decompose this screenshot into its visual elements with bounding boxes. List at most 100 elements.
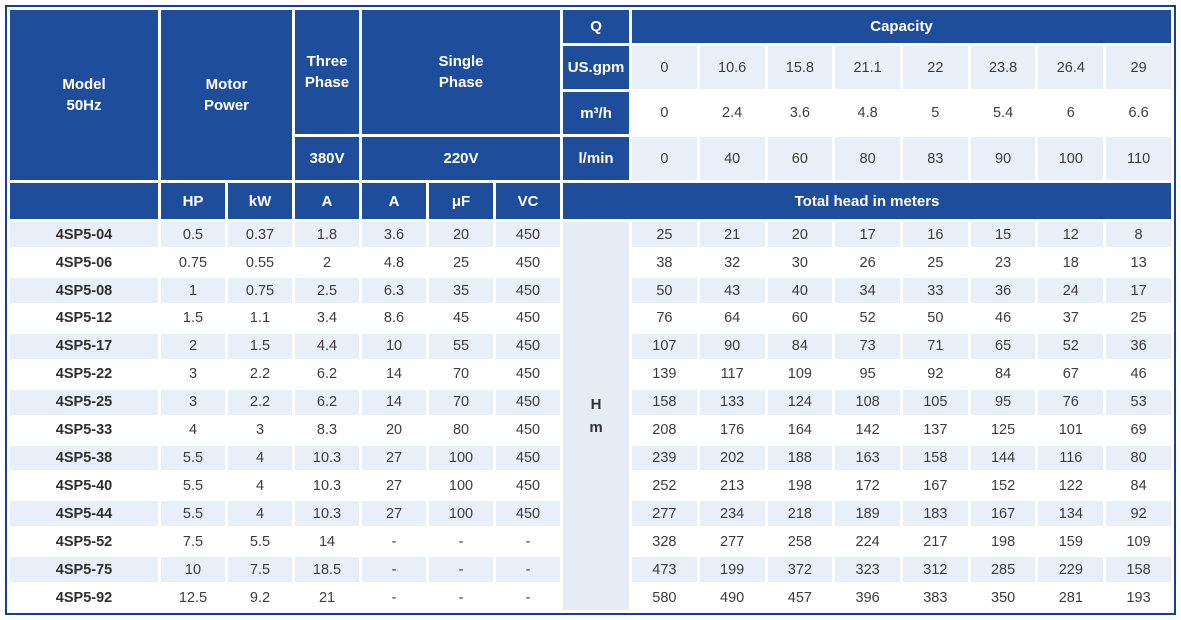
head-value-cell: 95 [835, 361, 900, 387]
head-value-cell: 52 [835, 306, 900, 331]
header-model: Model 50Hz [10, 10, 158, 180]
kw-cell: 0.75 [228, 278, 293, 304]
head-value-cell: 125 [970, 417, 1036, 443]
a-380v-cell: 10.3 [295, 473, 360, 499]
head-value-cell: 199 [699, 557, 765, 583]
kw-cell: 4 [228, 473, 293, 499]
kw-cell: 4 [228, 501, 293, 527]
a-220v-cell: 14 [362, 389, 427, 415]
vc-cell: 450 [496, 222, 561, 248]
head-value-cell: 198 [970, 529, 1036, 555]
a-380v-cell: 18.5 [295, 557, 360, 583]
header-col-a-380v: A [295, 182, 360, 220]
head-value-cell: 33 [902, 278, 968, 304]
head-value-cell: 139 [632, 361, 697, 387]
head-value-cell: 107 [632, 333, 697, 359]
head-value-cell: 158 [1106, 557, 1171, 583]
flow-value-cell: 4.8 [835, 91, 900, 135]
head-value-cell: 84 [1106, 473, 1171, 499]
vc-cell: 450 [496, 250, 561, 276]
hp-cell: 12.5 [161, 585, 225, 610]
head-value-cell: 30 [767, 250, 833, 276]
header-col-a-220v: A [362, 182, 427, 220]
head-value-cell: 490 [699, 585, 765, 610]
hp-cell: 3 [161, 389, 225, 415]
head-value-cell: 46 [1106, 361, 1171, 387]
uf-cell: 55 [429, 333, 494, 359]
head-value-cell: 69 [1106, 417, 1171, 443]
header-col-kw: kW [228, 182, 293, 220]
model-cell: 4SP5-40 [10, 473, 158, 499]
head-value-cell: 67 [1038, 361, 1104, 387]
kw-cell: 3 [228, 417, 293, 443]
kw-cell: 4 [228, 445, 293, 471]
head-value-cell: 32 [699, 250, 765, 276]
head-value-cell: 84 [970, 361, 1036, 387]
model-cell: 4SP5-33 [10, 417, 158, 443]
head-value-cell: 73 [835, 333, 900, 359]
hp-cell: 5.5 [161, 501, 225, 527]
header-three-phase-line1: Three [306, 53, 348, 71]
a-220v-cell: 27 [362, 473, 427, 499]
uf-cell: - [429, 585, 494, 610]
head-value-cell: 25 [902, 250, 968, 276]
flow-value-cell: 110 [1106, 137, 1171, 180]
hp-cell: 2 [161, 333, 225, 359]
head-value-cell: 21 [699, 222, 765, 248]
header-row-subcolumns: HP kW A A μF VC Total head in meters [10, 182, 1171, 220]
uf-cell: 100 [429, 501, 494, 527]
head-value-cell: 396 [835, 585, 900, 610]
a-220v-cell: - [362, 557, 427, 583]
a-380v-cell: 2 [295, 250, 360, 276]
head-value-cell: 183 [902, 501, 968, 527]
flow-value-cell: 0 [632, 46, 697, 89]
kw-cell: 1.1 [228, 306, 293, 331]
head-value-cell: 84 [767, 333, 833, 359]
flow-unit-m3h: m³/h [563, 91, 630, 135]
header-col-hp: HP [161, 182, 225, 220]
a-380v-cell: 4.4 [295, 333, 360, 359]
a-380v-cell: 1.8 [295, 222, 360, 248]
vc-cell: 450 [496, 333, 561, 359]
flow-value-cell: 0 [632, 137, 697, 180]
head-value-cell: 176 [699, 417, 765, 443]
table-row: 4SP5-17 2 1.5 4.4 10 55 450 107 90 84 73 71 65 52 36 [10, 333, 1171, 359]
head-value-cell: 213 [699, 473, 765, 499]
vc-cell: 450 [496, 389, 561, 415]
a-380v-cell: 6.2 [295, 361, 360, 387]
a-220v-cell: 27 [362, 445, 427, 471]
flow-value-cell: 6 [1038, 91, 1104, 135]
flow-value-cell: 21.1 [835, 46, 900, 89]
head-value-cell: 285 [970, 557, 1036, 583]
head-value-cell: 92 [902, 361, 968, 387]
head-value-cell: 90 [699, 333, 765, 359]
head-value-cell: 80 [1106, 445, 1171, 471]
a-380v-cell: 2.5 [295, 278, 360, 304]
model-cell: 4SP5-25 [10, 389, 158, 415]
a-380v-cell: 21 [295, 585, 360, 610]
head-value-cell: 277 [699, 529, 765, 555]
header-single-phase-line2: Phase [438, 74, 484, 92]
a-380v-cell: 8.3 [295, 417, 360, 443]
flow-value-cell: 10.6 [699, 46, 765, 89]
uf-cell: 35 [429, 278, 494, 304]
table-row: 4SP5-06 0.75 0.55 2 4.8 25 450 38 32 30 26 25 23 18 13 [10, 250, 1171, 276]
head-value-cell: 92 [1106, 501, 1171, 527]
a-380v-cell: 6.2 [295, 389, 360, 415]
header-motor-power-line2: Power [204, 96, 250, 114]
head-value-cell: 328 [632, 529, 697, 555]
uf-cell: 100 [429, 473, 494, 499]
table-row: 4SP5-38 5.5 4 10.3 27 100 450 239 202 188 163 158 14… [10, 445, 1171, 471]
head-value-cell: 60 [767, 306, 833, 331]
head-value-cell: 65 [970, 333, 1036, 359]
head-value-cell: 281 [1038, 585, 1104, 610]
kw-cell: 0.37 [228, 222, 293, 248]
head-value-cell: 105 [902, 389, 968, 415]
head-value-cell: 167 [902, 473, 968, 499]
pump-spec-table: Model 50Hz Motor Power Three Phase Singl… [7, 7, 1174, 613]
flow-value-cell: 3.6 [767, 91, 833, 135]
a-220v-cell: 3.6 [362, 222, 427, 248]
header-q: Q [563, 10, 630, 44]
head-value-cell: 50 [632, 278, 697, 304]
flow-value-cell: 60 [767, 137, 833, 180]
